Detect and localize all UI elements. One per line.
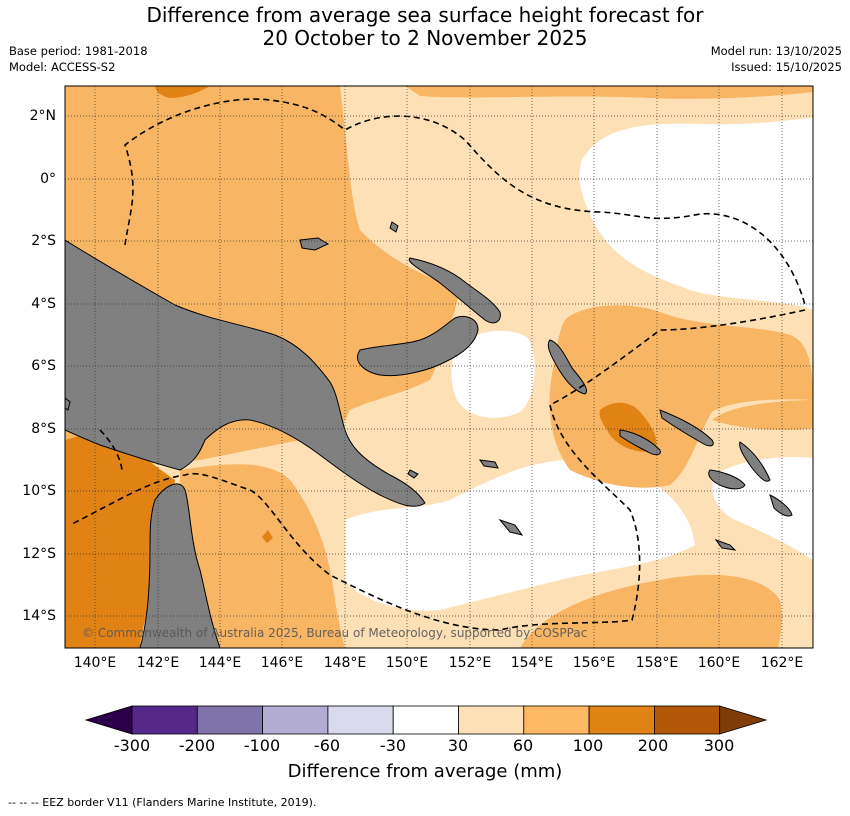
colorbar-label: 30 xyxy=(447,736,469,755)
espiritu-santo-land xyxy=(769,494,793,517)
lat-label-2n: 2°N xyxy=(29,108,56,124)
colorbar-segment xyxy=(588,705,655,735)
lat-label-0: 0° xyxy=(40,171,56,187)
chart-title-line1: Difference from average sea surface heig… xyxy=(146,3,704,27)
colorbar-segment xyxy=(523,705,590,735)
vanuatu-north-land xyxy=(739,441,771,482)
lon-label-150e: 150°E xyxy=(385,655,429,671)
small-island xyxy=(389,221,399,233)
lon-label-158e: 158°E xyxy=(635,655,679,671)
colorbar-segment xyxy=(458,705,525,735)
colorbar-label: 60 xyxy=(512,736,534,755)
colorbar xyxy=(84,705,768,735)
guadalcanal-land xyxy=(619,429,661,456)
colorbar-segment xyxy=(654,705,721,735)
lon-label-146e: 146°E xyxy=(260,655,304,671)
lat-label-12s: 12°S xyxy=(22,546,56,562)
new-ireland-land xyxy=(408,257,501,324)
issued-text: Issued: 15/10/2025 xyxy=(731,60,842,74)
lon-label-154e: 154°E xyxy=(510,655,554,671)
eez-border-north xyxy=(124,98,806,306)
chart-title-line2: 20 October to 2 November 2025 xyxy=(262,26,588,50)
model-run-text: Model run: 13/10/2025 xyxy=(710,44,842,58)
neutral-area-central xyxy=(451,330,535,418)
colorbar-extend-low xyxy=(84,705,133,735)
lat-label-2s: 2°S xyxy=(31,233,56,249)
lat-label-8s: 8°S xyxy=(31,421,56,437)
model-text: Model: ACCESS-S2 xyxy=(9,60,116,74)
colorbar-label: 300 xyxy=(703,736,735,755)
band-100-200-spot xyxy=(262,530,273,543)
eez-footnote: -- -- -- EEZ border V11 (Flanders Marine… xyxy=(8,796,317,809)
lon-label-148e: 148°E xyxy=(323,655,367,671)
lat-label-4s: 4°S xyxy=(31,296,56,312)
colorbar-segment xyxy=(392,705,459,735)
colorbar-label: -100 xyxy=(243,736,281,755)
lon-label-142e: 142°E xyxy=(136,655,180,671)
graticule xyxy=(65,86,813,648)
bougainville-land xyxy=(547,339,587,395)
colorbar-title: Difference from average (mm) xyxy=(287,761,563,782)
map-area xyxy=(65,86,813,648)
australia-cape-york-land xyxy=(139,483,221,648)
meta-left: Base period: 1981-2018 Model: ACCESS-S2 xyxy=(9,43,148,75)
makira-land xyxy=(708,469,746,490)
eez-border-gulf xyxy=(99,429,123,471)
copyright-text: © Commonwealth of Australia 2025, Bureau… xyxy=(82,626,587,640)
small-island xyxy=(65,397,71,411)
colorbar-label: -300 xyxy=(113,736,151,755)
colorbar-label: -30 xyxy=(379,736,407,755)
small-island xyxy=(478,459,499,469)
new-guinea-land xyxy=(65,239,426,507)
small-island xyxy=(714,538,737,551)
lat-label-10s: 10°S xyxy=(22,483,56,499)
colorbar-extend-high xyxy=(719,705,768,735)
band-60-100-east-strip xyxy=(712,400,813,430)
base-period-text: Base period: 1981-2018 xyxy=(9,44,148,58)
lon-label-156e: 156°E xyxy=(572,655,616,671)
band-100-200-north xyxy=(155,86,210,98)
lon-label-162e: 162°E xyxy=(760,655,804,671)
colorbar-segment xyxy=(131,705,198,735)
map-frame xyxy=(64,85,814,649)
colorbar-segment xyxy=(196,705,264,735)
colorbar-label: -60 xyxy=(313,736,341,755)
colorbar-segment xyxy=(327,705,394,735)
neutral-area-south xyxy=(345,459,695,611)
small-island xyxy=(498,518,524,536)
band-100-200-gulf xyxy=(65,430,175,648)
band-60-100-solomon xyxy=(549,305,813,488)
colorbar-label: 100 xyxy=(572,736,604,755)
lon-label-144e: 144°E xyxy=(198,655,242,671)
lon-label-160e: 160°E xyxy=(697,655,741,671)
malaita-land xyxy=(659,409,714,447)
band-60-100-north xyxy=(405,86,813,99)
band-60-100-south-east xyxy=(520,574,782,648)
lat-label-14s: 14°S xyxy=(22,608,56,624)
colorbar-label: -200 xyxy=(178,736,216,755)
colorbar-segment xyxy=(262,705,329,735)
lon-label-140e: 140°E xyxy=(73,655,117,671)
eez-border-south xyxy=(69,309,806,631)
small-island xyxy=(407,469,419,479)
colorbar-label: 200 xyxy=(637,736,669,755)
band-60-100-coral-sea-west xyxy=(180,464,345,648)
lon-label-152e: 152°E xyxy=(448,655,492,671)
lat-label-6s: 6°S xyxy=(31,358,56,374)
meta-right: Model run: 13/10/2025 Issued: 15/10/2025 xyxy=(711,43,842,75)
new-britain-land xyxy=(357,316,479,377)
